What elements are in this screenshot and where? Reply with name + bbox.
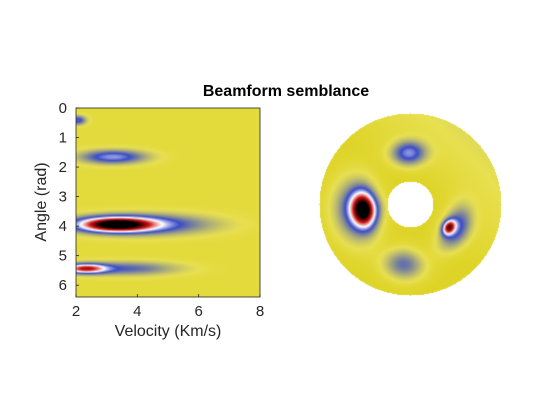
y-tick-label: 5 (59, 248, 67, 265)
y-axis-ticks: 0 1 2 3 4 5 6 (59, 100, 79, 294)
y-tick-label: 2 (59, 159, 67, 176)
figure-title: Beamform semblance (203, 83, 369, 100)
heatmap-frame (75, 107, 261, 298)
polar-image (318, 112, 502, 296)
x-axis-ticks: 2 4 6 8 (72, 294, 264, 320)
x-tick-label: 6 (194, 303, 202, 320)
y-tick-label: 3 (59, 189, 67, 206)
heatmap-image (76, 108, 260, 297)
y-tick-label: 4 (59, 218, 67, 235)
x-tick-label: 2 (72, 303, 80, 320)
x-tick-label: 8 (256, 303, 264, 320)
heatmap-plot: 2 4 6 8 0 1 2 3 4 5 6 Velocity (Km/s) Angle (rad) (33, 100, 264, 340)
y-tick-label: 6 (59, 277, 67, 294)
y-axis-label: Angle (rad) (33, 162, 50, 241)
x-tick-label: 4 (133, 303, 141, 320)
y-tick-label: 1 (59, 130, 67, 147)
heatmap-image-container (76, 108, 260, 297)
y-tick-label: 0 (59, 100, 67, 117)
polar-plot (318, 112, 502, 296)
polar-image-container (318, 112, 502, 296)
x-axis-label: Velocity (Km/s) (115, 323, 222, 340)
